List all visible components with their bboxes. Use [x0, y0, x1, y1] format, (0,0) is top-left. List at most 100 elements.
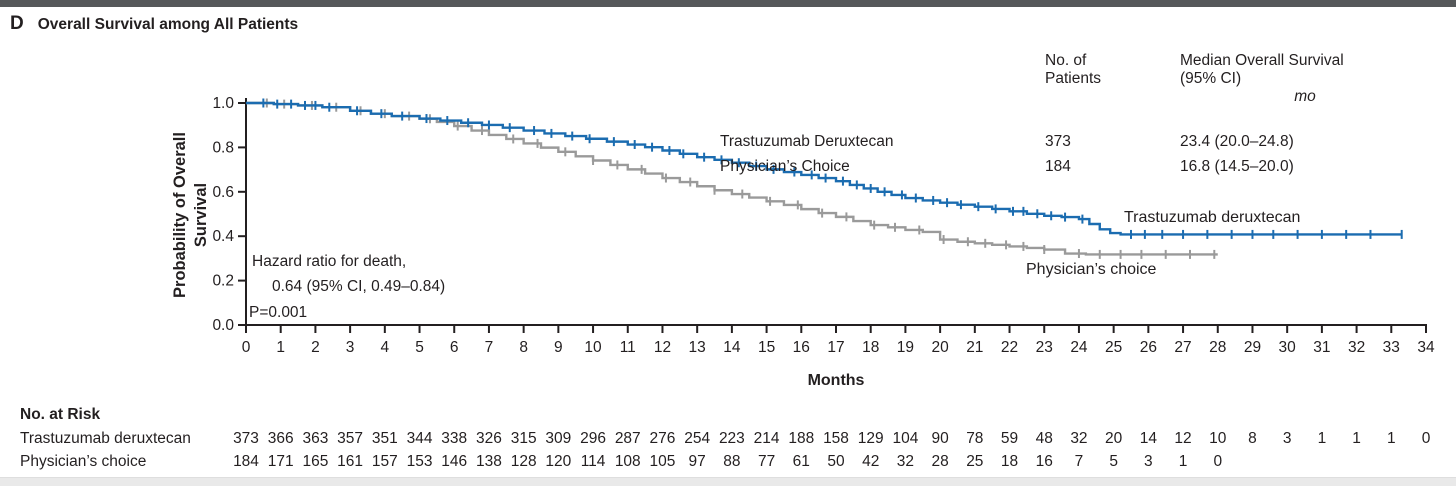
- x-tick-label: 11: [620, 339, 636, 356]
- stats-n-tdxd: 373: [1045, 133, 1071, 150]
- risk-value: 20: [1105, 430, 1123, 447]
- risk-value: 223: [718, 430, 745, 447]
- stats-median-pc: 16.8 (14.5–20.0): [1180, 158, 1294, 175]
- risk-value: 32: [1070, 430, 1088, 447]
- x-tick-label: 18: [862, 339, 879, 356]
- km-curve-pc: [246, 101, 1218, 256]
- risk-value: 373: [233, 430, 259, 447]
- risk-value: 309: [545, 430, 572, 447]
- stats-col-median-header: Median Overall Survival (95% CI) mo: [1180, 52, 1430, 106]
- x-tick-label: 27: [1174, 339, 1191, 356]
- risk-value: 171: [267, 453, 294, 470]
- curve-label-tdxd: Trastuzumab deruxtecan: [1124, 209, 1301, 226]
- risk-value: 214: [753, 430, 780, 447]
- risk-value: 10: [1209, 430, 1227, 447]
- risk-value: 12: [1174, 430, 1192, 447]
- risk-value: 344: [406, 430, 433, 447]
- risk-value: 3: [1282, 430, 1292, 447]
- risk-value: 5: [1109, 453, 1118, 470]
- risk-value: 315: [510, 430, 537, 447]
- risk-value: 1: [1352, 430, 1361, 447]
- risk-value: 129: [857, 430, 884, 447]
- x-axis-title: Months: [807, 372, 865, 389]
- risk-value: 120: [545, 453, 572, 470]
- x-tick-label: 1: [276, 339, 285, 356]
- risk-value: 88: [723, 453, 741, 470]
- stats-n-pc: 184: [1045, 158, 1071, 175]
- risk-value: 78: [966, 430, 984, 447]
- risk-table-title: No. at Risk: [20, 406, 101, 423]
- x-tick-label: 23: [1036, 339, 1053, 356]
- risk-value: 3: [1144, 453, 1153, 470]
- x-tick-label: 19: [897, 339, 914, 356]
- risk-value: 7: [1074, 453, 1084, 470]
- panel-letter: D: [10, 13, 24, 34]
- stats-row-label-tdxd: Trastuzumab Deruxtecan: [720, 133, 894, 150]
- x-tick-label: 7: [485, 339, 494, 356]
- x-tick-label: 30: [1279, 339, 1297, 356]
- x-tick-label: 10: [584, 339, 602, 356]
- risk-value: 18: [1000, 453, 1019, 470]
- x-tick-label: 3: [346, 339, 355, 356]
- x-tick-label: 4: [381, 339, 390, 356]
- risk-value: 32: [896, 453, 915, 470]
- x-tick-label: 13: [689, 339, 706, 356]
- x-tick-label: 21: [966, 339, 983, 356]
- x-tick-label: 2: [311, 339, 320, 356]
- top-divider-bar: [0, 0, 1456, 7]
- risk-value: 8: [1248, 430, 1257, 447]
- risk-value: 338: [441, 430, 468, 447]
- risk-value: 97: [688, 453, 706, 470]
- x-tick-label: 24: [1070, 339, 1088, 356]
- risk-value: 1: [1386, 430, 1396, 447]
- risk-value: 0: [1421, 430, 1431, 447]
- risk-value: 161: [337, 453, 364, 470]
- x-tick-label: 33: [1383, 339, 1400, 356]
- risk-value: 366: [267, 430, 294, 447]
- panel-title: D Overall Survival among All Patients: [10, 13, 298, 35]
- risk-value: 90: [931, 430, 949, 447]
- risk-value: 1: [1317, 430, 1327, 447]
- risk-value: 25: [966, 453, 984, 470]
- risk-value: 357: [337, 430, 364, 447]
- risk-value: 114: [580, 453, 606, 470]
- panel-title-text: Overall Survival among All Patients: [37, 16, 299, 33]
- risk-value: 0: [1213, 453, 1223, 470]
- risk-value: 184: [233, 453, 259, 470]
- risk-value: 165: [302, 453, 329, 470]
- x-tick-label: 8: [519, 339, 528, 356]
- risk-value: 104: [892, 430, 919, 447]
- risk-value: 276: [649, 430, 676, 447]
- risk-value: 59: [1000, 430, 1019, 447]
- hazard-ratio-line2: 0.64 (95% CI, 0.49–0.84): [272, 278, 446, 295]
- stats-col-patients-header: No. of Patients: [1045, 52, 1102, 87]
- x-tick-label: 32: [1348, 339, 1365, 356]
- risk-row-label-pc: Physician’s choice: [20, 453, 147, 470]
- stats-row-label-pc: Physician’s Choice: [720, 158, 850, 175]
- risk-value: 153: [406, 453, 433, 470]
- risk-value: 108: [614, 453, 641, 470]
- curve-label-pc: Physician’s choice: [1026, 261, 1157, 278]
- risk-value: 16: [1035, 453, 1053, 470]
- x-tick-label: 34: [1417, 339, 1435, 356]
- risk-value: 326: [476, 430, 502, 447]
- risk-value: 138: [476, 453, 502, 470]
- risk-value: 287: [614, 430, 641, 447]
- x-tick-label: 16: [793, 339, 810, 356]
- risk-value: 1: [1178, 453, 1188, 470]
- x-tick-label: 29: [1244, 339, 1261, 356]
- x-tick-label: 5: [415, 339, 424, 356]
- risk-value: 254: [684, 430, 711, 447]
- stats-median-tdxd: 23.4 (20.0–24.8): [1180, 133, 1294, 150]
- risk-row-label-tdxd: Trastuzumab deruxtecan: [20, 430, 191, 447]
- y-tick-label: 0.4: [212, 228, 234, 245]
- x-tick-label: 26: [1140, 339, 1157, 356]
- risk-value: 146: [441, 453, 468, 470]
- x-tick-label: 6: [450, 339, 459, 356]
- x-tick-label: 15: [758, 339, 775, 356]
- stats-unit: mo: [1294, 88, 1316, 105]
- x-tick-label: 17: [827, 339, 844, 356]
- risk-value: 158: [823, 430, 849, 447]
- risk-value: 28: [931, 453, 949, 470]
- x-tick-label: 25: [1105, 339, 1122, 356]
